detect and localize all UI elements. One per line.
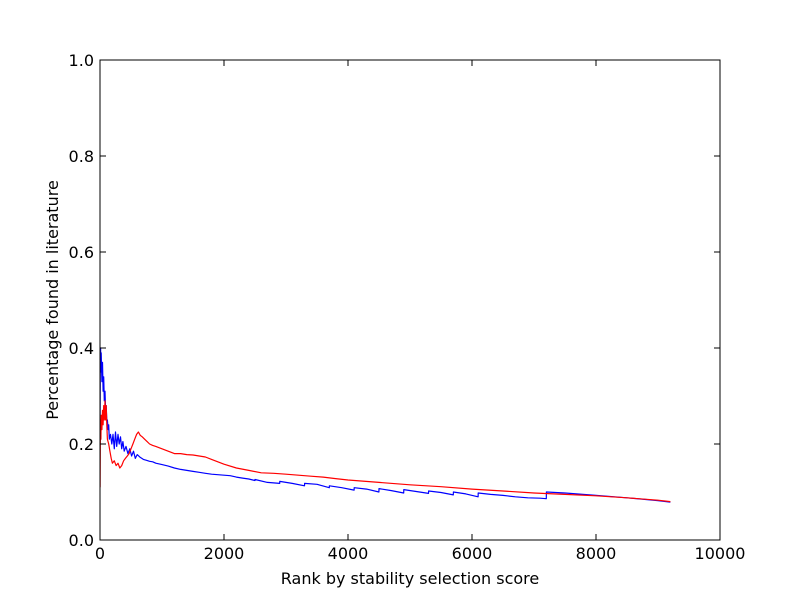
series-line-2 — [99, 400, 671, 503]
y-tick-label: 0.0 — [69, 531, 94, 550]
x-axis-label: Rank by stability selection score — [281, 569, 540, 588]
plot-frame — [99, 59, 721, 541]
x-tick-label: 4000 — [328, 544, 369, 563]
series-line-1 — [99, 347, 671, 503]
y-axis-label: Percentage found in literature — [43, 180, 62, 420]
y-tick-label: 0.6 — [69, 243, 94, 262]
y-tick-label: 0.4 — [69, 339, 94, 358]
x-tick-label: 6000 — [452, 544, 493, 563]
y-tick-label: 0.2 — [69, 435, 94, 454]
x-tick-label: 2000 — [204, 544, 245, 563]
x-tick-label: 8000 — [576, 544, 617, 563]
x-tick-label: 10000 — [695, 544, 746, 563]
y-tick-label: 0.8 — [69, 147, 94, 166]
y-tick-label: 1.0 — [69, 51, 94, 70]
series-layer — [99, 347, 671, 503]
x-tick-label: 0 — [95, 544, 105, 563]
